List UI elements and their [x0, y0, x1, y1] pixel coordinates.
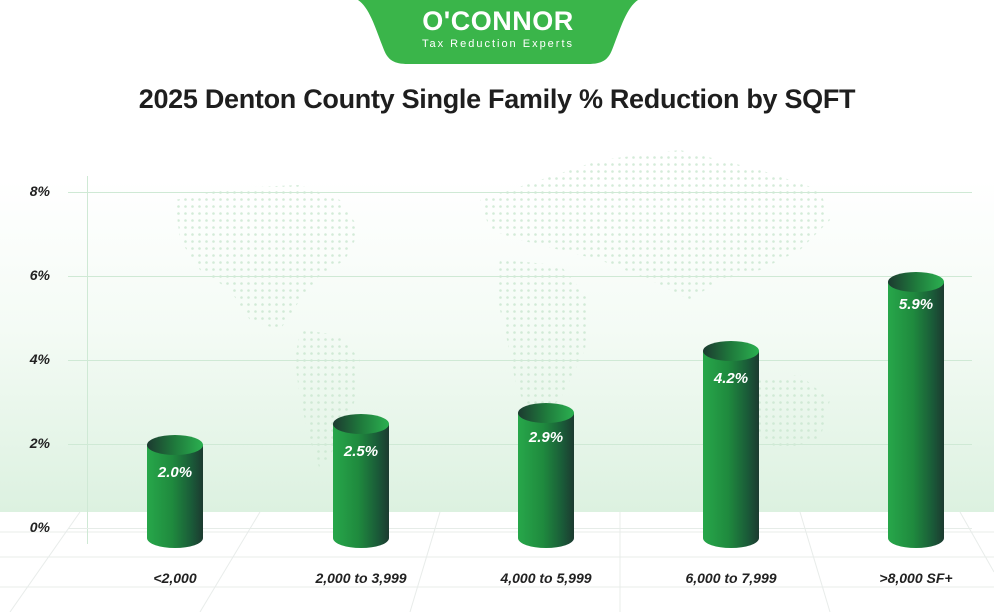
chart-title: 2025 Denton County Single Family % Reduc…: [138, 84, 856, 114]
x-category-label: 6,000 to 7,999: [685, 570, 777, 586]
gridline-6: [68, 276, 972, 277]
bar-cylinder: 4.2%: [703, 341, 759, 548]
bar-value-label: 5.9%: [898, 296, 934, 313]
x-category-label: 2,000 to 3,999: [315, 570, 407, 586]
y-tick-label: 2%: [29, 435, 50, 451]
x-category-label: >8,000 SF+: [879, 570, 953, 586]
x-category-label: 4,000 to 5,999: [500, 570, 592, 586]
bar-cylinder: 5.9%: [888, 272, 944, 548]
bar-value-label: 2.0%: [157, 464, 193, 481]
y-tick-label: 8%: [29, 183, 50, 199]
y-tick-label: 4%: [29, 351, 50, 367]
x-category-label: <2,000: [153, 570, 197, 586]
y-tick-label: 6%: [29, 267, 50, 283]
bar-cylinder: 2.9%: [518, 403, 574, 548]
logo-tagline: Tax Reduction Experts: [421, 38, 575, 50]
gridline-4: [68, 360, 972, 361]
bar-cylinder: 2.5%: [333, 414, 389, 548]
y-tick-label: 0%: [29, 519, 50, 535]
logo-name: O'CONNOR: [422, 6, 574, 36]
bar-value-label: 2.5%: [343, 443, 379, 460]
bar-value-label: 2.9%: [528, 429, 564, 446]
bar-cylinder: 2.0%: [147, 435, 203, 548]
logo-badge: [358, 0, 638, 64]
bar-value-label: 4.2%: [713, 370, 749, 387]
gridline-8: [68, 192, 972, 193]
